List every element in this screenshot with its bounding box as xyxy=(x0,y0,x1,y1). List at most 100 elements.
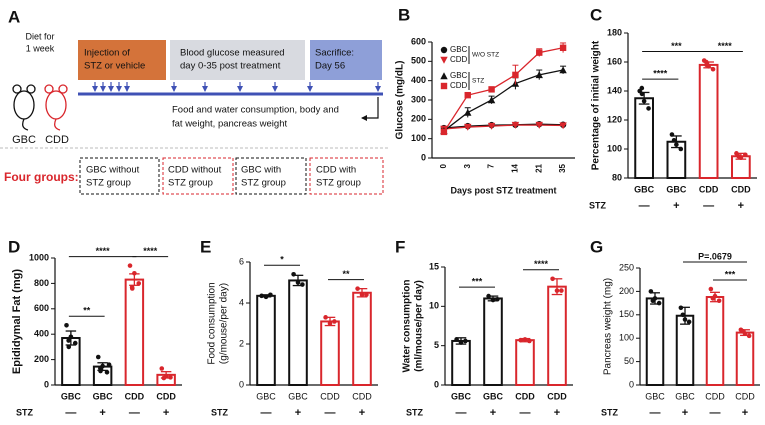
stz-label: STZ xyxy=(16,407,34,417)
data-point xyxy=(704,62,709,68)
data-point xyxy=(66,338,71,343)
x-tick-label: GBC xyxy=(288,391,308,401)
group-box xyxy=(162,157,234,195)
data-point xyxy=(104,370,110,375)
y-tick-label: 400 xyxy=(34,329,49,339)
data-point xyxy=(716,298,722,304)
y-tick-label: 100 xyxy=(607,143,622,153)
data-point xyxy=(332,319,337,324)
data-point xyxy=(106,362,112,367)
significance-label: P=.0679 xyxy=(698,251,732,261)
significance-label: * xyxy=(280,255,284,265)
legend-label: CDD xyxy=(450,81,468,90)
significance-label: **** xyxy=(534,259,549,269)
y-tick-label: 4 xyxy=(239,297,244,307)
significance-label: *** xyxy=(472,276,483,286)
stz-sign: — xyxy=(129,407,140,419)
significance-label: **** xyxy=(96,246,111,256)
panel-letter: E xyxy=(200,237,211,256)
group-box xyxy=(235,157,307,195)
y-tick-label: 80 xyxy=(612,172,622,182)
y-tick-label: 0 xyxy=(44,379,49,389)
panel-letter: D xyxy=(8,237,20,256)
y-tick-label: 10 xyxy=(429,301,439,311)
step-text: Sacrifice: xyxy=(315,48,354,59)
legend-marker xyxy=(440,82,448,90)
point xyxy=(559,66,567,74)
y-tick-label: 5 xyxy=(434,340,439,350)
stz-sign: + xyxy=(163,407,169,419)
bar xyxy=(515,339,535,387)
stz-sign: — xyxy=(703,200,714,212)
stz-sign: + xyxy=(554,407,560,419)
data-point xyxy=(671,138,677,143)
stz-sign: + xyxy=(359,407,365,419)
x-tick-label: GBC xyxy=(645,391,665,401)
stz-sign: — xyxy=(65,407,76,419)
x-tick-label: CDD xyxy=(705,391,725,401)
data-point xyxy=(559,288,564,293)
legend-marker xyxy=(440,72,448,80)
bar xyxy=(547,285,567,386)
step-box xyxy=(170,40,305,80)
stz-label: STZ xyxy=(589,200,607,210)
data-point xyxy=(72,340,78,346)
data-point xyxy=(463,338,468,344)
x-tick-label: 14 xyxy=(511,163,520,172)
step-text: STZ or vehicle xyxy=(84,61,145,72)
x-tick-label: CDD xyxy=(156,391,176,401)
series-line xyxy=(443,123,564,129)
y-tick-label: 120 xyxy=(607,114,622,124)
data-point xyxy=(159,366,165,371)
y-tick-label: 250 xyxy=(619,262,634,272)
data-point xyxy=(364,292,369,298)
y-tick-label: 50 xyxy=(624,356,634,366)
outcome-arrow xyxy=(361,97,379,121)
point xyxy=(487,96,496,104)
legend-group: STZ xyxy=(472,78,484,85)
bar xyxy=(451,339,471,386)
bar xyxy=(483,297,503,387)
bar xyxy=(352,291,372,386)
stz-sign: + xyxy=(490,407,496,419)
y-axis-label: Water consumption xyxy=(402,280,413,373)
data-point xyxy=(127,263,133,268)
stz-sign: — xyxy=(520,407,531,419)
stz-sign: — xyxy=(710,407,721,419)
stz-sign: + xyxy=(682,407,688,419)
legend-marker xyxy=(440,56,448,64)
x-tick-label: CDD xyxy=(352,391,372,401)
x-tick-label: CDD xyxy=(515,391,535,401)
y-axis-label: (g/mouse/per day) xyxy=(219,283,230,364)
point xyxy=(536,49,543,56)
groups-label: Four groups: xyxy=(4,170,79,184)
x-tick-label: CDD xyxy=(125,391,145,401)
y-axis-label: Glucose (mg/dL) xyxy=(395,61,406,140)
panel-letter: A xyxy=(8,7,20,26)
y-tick-label: 300 xyxy=(411,94,426,104)
data-point xyxy=(95,354,101,360)
x-tick-label: GBC xyxy=(483,391,504,401)
data-point xyxy=(639,85,645,91)
data-point xyxy=(708,286,714,292)
y-tick-label: 100 xyxy=(619,333,634,343)
point xyxy=(535,121,543,129)
y-tick-label: 150 xyxy=(619,309,634,319)
point xyxy=(512,71,519,79)
significance-label: ** xyxy=(83,306,91,316)
bar xyxy=(634,97,654,179)
series-line xyxy=(443,69,564,132)
significance-label: **** xyxy=(653,68,668,78)
data-point xyxy=(736,153,741,159)
y-tick-label: 200 xyxy=(619,286,634,296)
group-text: STZ group xyxy=(241,178,286,189)
significance-label: *** xyxy=(671,41,682,51)
group-box xyxy=(79,157,160,195)
y-axis-label: Food consumption xyxy=(207,282,218,364)
group-text: STZ group xyxy=(86,178,131,189)
y-tick-label: 0 xyxy=(434,379,439,389)
point xyxy=(464,108,472,116)
bar xyxy=(705,296,725,386)
x-tick-label: GBC xyxy=(256,391,276,401)
